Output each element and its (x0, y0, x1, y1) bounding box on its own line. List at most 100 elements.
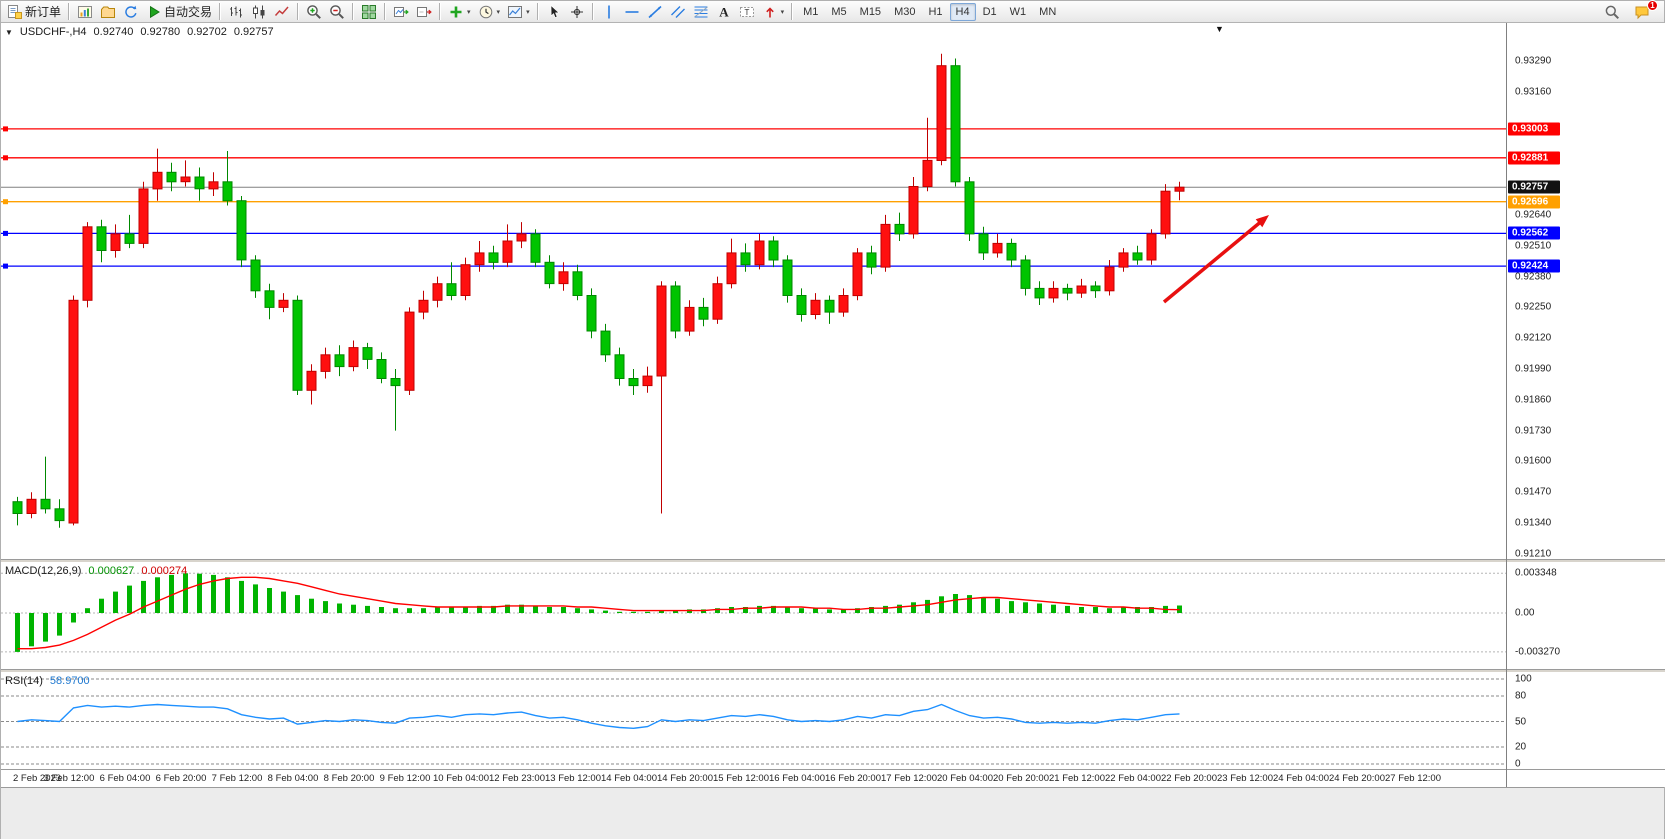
toolbar-right-group: 1 (1601, 0, 1661, 22)
vline-icon (607, 5, 610, 18)
zoom-in-button[interactable] (303, 2, 325, 22)
text-label-button[interactable]: T (736, 2, 758, 22)
macd-name: MACD(12,26,9) (5, 565, 82, 577)
chart-dropdown-arrow-icon[interactable]: ▼ (1215, 24, 1224, 34)
autoscroll-icon (394, 6, 409, 17)
auto-trading-button[interactable]: 自动交易 (143, 2, 215, 22)
hline-icon (625, 10, 639, 13)
play-icon (150, 5, 160, 18)
price-axis[interactable]: 0.93290 0.93160 0.92640 0.92510 0.92380 0.922… (1506, 23, 1665, 787)
price-tick: 0.91860 (1515, 394, 1552, 406)
timeframe-M5-button[interactable]: M5 (831, 5, 847, 18)
zoom-out-button[interactable] (326, 2, 348, 22)
time-label: 2 Feb 2023 (13, 773, 62, 784)
arrows-button[interactable]: ▾ (759, 2, 788, 22)
timeframe-H4-button[interactable]: H4 (949, 2, 976, 21)
auto-scroll-button[interactable] (390, 2, 412, 22)
one-click-trading-arrow-icon[interactable]: ▼ (5, 27, 13, 37)
fibonacci-button[interactable] (690, 2, 712, 22)
price-chart-pane[interactable]: ▼ USDCHF-,H4 0.92740 0.92780 0.92702 0.9… (1, 23, 1665, 559)
horizontal-line-button[interactable] (621, 2, 643, 22)
rsi-label: RSI(14) 58.9700 (5, 675, 90, 687)
label-icon: T (739, 6, 754, 17)
dropdown-arrow-icon[interactable]: ▾ (496, 8, 501, 16)
macd-axis-tick: 0.003348 (1515, 567, 1557, 579)
zoom-out-icon (330, 4, 344, 19)
line-icon (274, 6, 289, 16)
dropdown-arrow-icon[interactable]: ▾ (467, 8, 471, 16)
timeframe-W1-button[interactable]: W1 (1009, 5, 1027, 18)
support-line-1-price-tag: 0.92562 (1508, 226, 1560, 240)
charts-button[interactable] (74, 2, 96, 22)
periods-button[interactable]: ▾ (475, 2, 504, 22)
pane-splitter-1[interactable] (1, 559, 1665, 563)
resistance-line-2-price-tag: 0.92881 (1508, 151, 1560, 165)
time-label: 23 Feb 12:00 (1217, 773, 1273, 784)
time-label: 16 Feb 20:00 (825, 773, 881, 784)
time-label: 22 Feb 04:00 (1105, 773, 1161, 784)
status-strip (1, 787, 1664, 839)
timeframe-D1-button[interactable]: D1 (982, 5, 997, 18)
cursor-button[interactable] (543, 2, 565, 22)
price-chart-canvas[interactable] (1, 23, 1506, 559)
refresh-icon (125, 5, 137, 18)
macd-pane[interactable]: MACD(12,26,9) 0.000627 0.000274 (1, 563, 1665, 669)
text-button[interactable]: A (713, 2, 735, 22)
rsi-pane[interactable]: RSI(14) 58.9700 (1, 673, 1665, 769)
cursor-icon (550, 4, 560, 18)
time-label: 8 Feb 04:00 (267, 773, 319, 784)
new-order-button[interactable]: 新订单 (4, 2, 64, 22)
refresh-button[interactable] (120, 2, 142, 22)
time-label: 6 Feb 20:00 (155, 773, 207, 784)
time-label: 8 Feb 20:00 (323, 773, 375, 784)
channel-button[interactable] (667, 2, 689, 22)
macd-main-value: 0.000627 (88, 565, 135, 577)
crosshair-button[interactable] (566, 2, 588, 22)
resistance-line-2-handle[interactable] (3, 155, 8, 161)
time-label: 7 Feb 12:00 (211, 773, 263, 784)
pane-splitter-2[interactable] (1, 669, 1665, 673)
timeframe-M30-button[interactable]: M30 (894, 5, 916, 18)
chart-column: ▼ USDCHF-,H4 0.92740 0.92780 0.92702 0.9… (1, 23, 1665, 787)
candle-chart-button[interactable] (248, 2, 270, 22)
dropdown-arrow-icon[interactable]: ▾ (780, 8, 785, 16)
support-line-2-price-tag: 0.92424 (1508, 259, 1560, 273)
search-button[interactable] (1601, 2, 1623, 22)
timeframe-H1-button[interactable]: H1 (928, 5, 943, 18)
support-line-1-handle[interactable] (3, 230, 8, 236)
zoom-in-icon (307, 4, 321, 19)
indicators-button[interactable]: ▾ (445, 2, 474, 22)
trend-arrow-annotation[interactable] (1162, 215, 1269, 304)
bar-chart-button[interactable] (225, 2, 247, 22)
price-tick: 0.91990 (1515, 363, 1552, 375)
support-line-2-handle[interactable] (3, 263, 8, 269)
toolbar-separator (439, 3, 442, 20)
svg-text:T: T (744, 7, 749, 16)
tile-windows-button[interactable] (358, 2, 380, 22)
rsi-name: RSI(14) (5, 675, 43, 687)
time-label: 22 Feb 20:00 (1161, 773, 1217, 784)
timeframe-MN-button[interactable]: MN (1039, 5, 1057, 18)
vertical-line-button[interactable] (598, 2, 620, 22)
time-label: 10 Feb 04:00 (433, 773, 489, 784)
time-label: 20 Feb 04:00 (937, 773, 993, 784)
timeframe-M1-button[interactable]: M1 (803, 5, 819, 18)
community-button[interactable]: 1 (1631, 0, 1658, 22)
bid-price-tag: 0.92757 (1508, 180, 1560, 194)
chart-shift-button[interactable] (413, 2, 435, 22)
price-tick: 0.92120 (1515, 332, 1552, 344)
time-axis[interactable]: 2 Feb 2023 3 Feb 12:00 6 Feb 04:00 6 Feb 20… (1, 769, 1665, 787)
timeframe-M15-button[interactable]: M15 (859, 5, 882, 18)
macd-signal-line (17, 576, 1180, 650)
resistance-line-1-handle[interactable] (3, 126, 8, 132)
trendline-button[interactable] (644, 2, 666, 22)
profiles-button[interactable] (97, 2, 119, 22)
line-chart-button[interactable] (271, 2, 293, 22)
rsi-axis-tick: 80 (1515, 690, 1527, 702)
templates-button[interactable]: ▾ (504, 2, 533, 22)
pivot-line-orange-handle[interactable] (3, 199, 8, 205)
dropdown-arrow-icon[interactable]: ▾ (526, 8, 530, 16)
price-tick: 0.93160 (1515, 86, 1552, 98)
ohlc-high: 0.92780 (140, 26, 181, 38)
